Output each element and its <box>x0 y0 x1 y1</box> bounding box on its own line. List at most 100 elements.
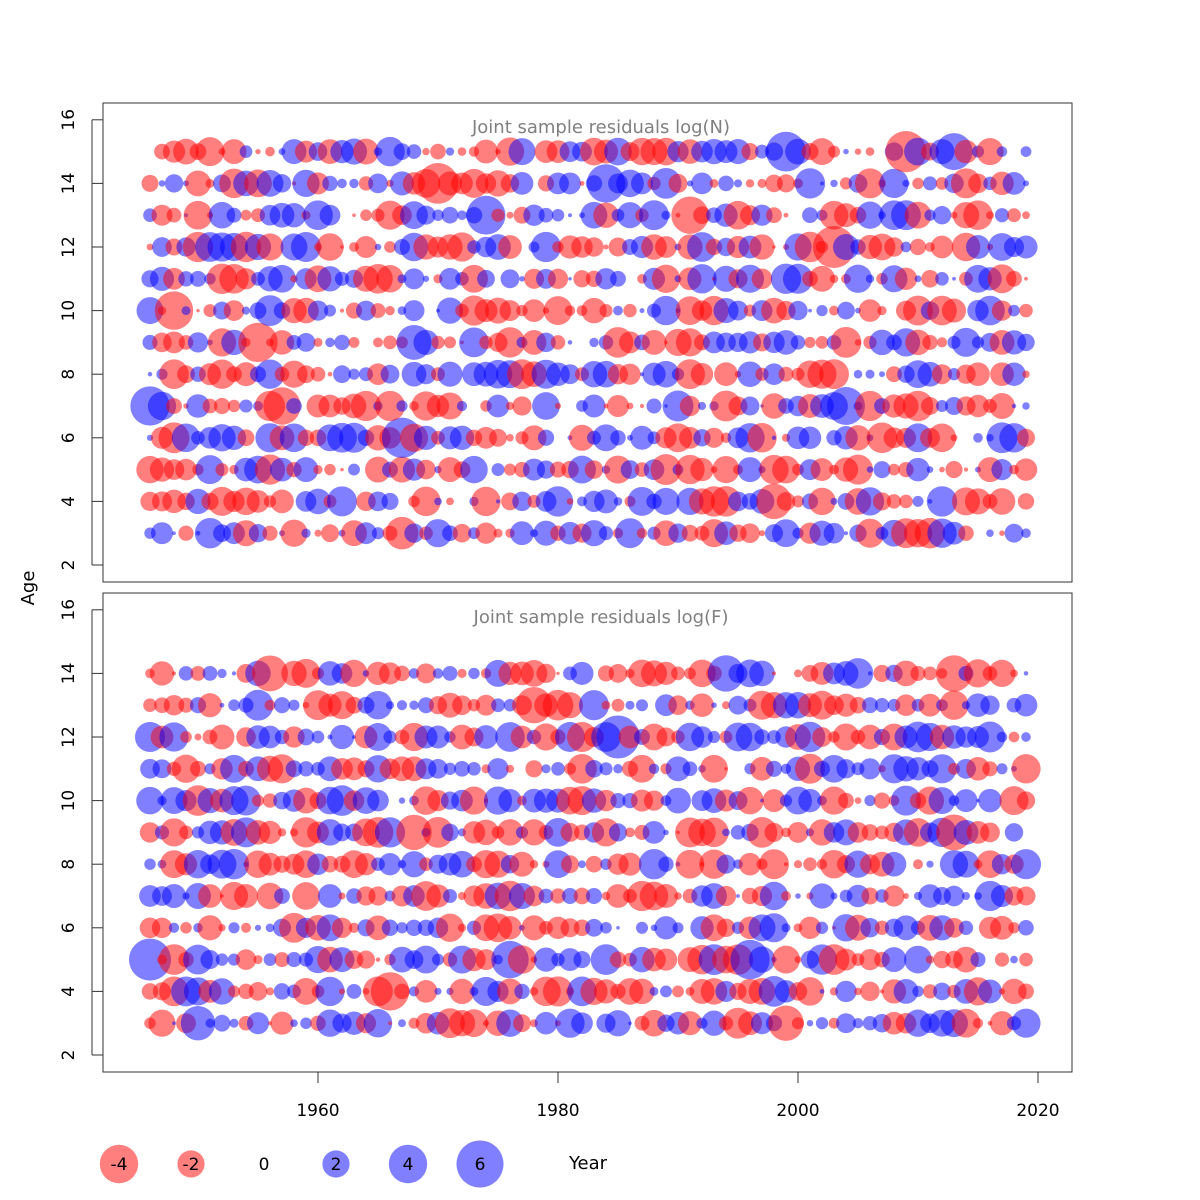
residual-bubble <box>218 848 250 880</box>
legend-bubble <box>177 1150 205 1178</box>
residual-bubble <box>1021 528 1031 539</box>
residual-bubble <box>730 825 746 840</box>
residual-bubble <box>893 660 919 687</box>
residual-bubble <box>877 306 887 316</box>
residual-bubble <box>466 195 506 235</box>
residual-bubble <box>281 203 307 228</box>
residual-bubble <box>935 272 949 286</box>
residual-bubble <box>922 984 938 999</box>
residual-bubble <box>750 1012 774 1035</box>
residual-bubble <box>356 950 376 969</box>
y-tick-label: 6 <box>59 432 79 443</box>
residual-bubble <box>755 144 769 159</box>
residual-bubble <box>434 497 442 506</box>
residual-bubble <box>618 852 642 876</box>
residual-bubble <box>529 859 539 869</box>
residual-bubble <box>374 243 382 251</box>
residual-bubble <box>980 822 1000 843</box>
residual-bubble <box>237 429 255 447</box>
residual-bubble <box>190 665 206 681</box>
residual-bubble <box>608 823 628 842</box>
residual-bubble <box>606 884 630 908</box>
residual-bubble <box>550 888 566 904</box>
residual-bubble <box>398 797 406 804</box>
residual-bubble <box>218 924 226 932</box>
residual-bubble <box>310 366 326 382</box>
residual-bubble <box>307 172 329 195</box>
residual-bubble <box>652 487 680 515</box>
residual-bubble <box>493 528 503 538</box>
residual-bubble <box>881 947 907 973</box>
residual-bubble <box>270 457 294 482</box>
residual-bubble <box>297 365 315 384</box>
residual-bubble <box>630 425 654 450</box>
residual-bubble <box>349 178 359 189</box>
residual-bubble <box>639 200 669 231</box>
residual-bubble <box>523 204 545 226</box>
residual-bubble <box>700 754 728 783</box>
residual-bubble <box>642 821 666 844</box>
residual-bubble <box>196 308 200 313</box>
residual-bubble <box>918 693 942 717</box>
residual-bubble <box>926 466 934 473</box>
residual-bubble <box>550 335 566 350</box>
residual-bubble <box>374 817 406 848</box>
residual-bubble <box>240 922 252 933</box>
residual-bubble <box>378 853 402 876</box>
residual-bubble <box>798 426 822 450</box>
residual-bubble <box>207 359 237 389</box>
residual-bubble <box>921 270 939 288</box>
residual-bubble <box>177 365 195 384</box>
residual-bubble <box>951 1008 981 1038</box>
residual-bubble <box>457 923 467 932</box>
residual-bubble <box>508 138 536 166</box>
residual-bubble <box>935 655 973 692</box>
residual-bubble <box>441 206 459 224</box>
residual-bubble <box>314 529 322 537</box>
residual-bubble <box>991 300 1013 321</box>
residual-bubble <box>374 390 406 422</box>
residual-bubble <box>795 977 825 1006</box>
residual-bubble <box>994 952 1010 967</box>
residual-bubble <box>795 893 801 899</box>
residual-bubble <box>209 724 235 750</box>
residual-bubble <box>262 525 278 541</box>
residual-bubble <box>589 337 599 348</box>
residual-bubble <box>652 360 680 388</box>
residual-bubble <box>794 168 826 199</box>
residual-bubble <box>635 921 649 934</box>
residual-bubble <box>772 519 800 548</box>
residual-bubble <box>613 497 623 506</box>
residual-bubble <box>457 147 467 156</box>
residual-bubble <box>467 762 481 776</box>
residual-bubble <box>513 1014 531 1033</box>
residual-bubble <box>324 463 336 476</box>
residual-bubble <box>585 855 603 873</box>
residual-bubble <box>693 206 711 224</box>
residual-bubble <box>672 922 684 934</box>
residual-bubble <box>430 143 446 160</box>
residual-bubble <box>253 955 263 965</box>
residual-bubble <box>263 387 301 425</box>
residual-bubble <box>773 330 799 355</box>
residual-bubble <box>346 983 362 999</box>
residual-bubble <box>610 270 626 287</box>
residual-bubble <box>847 822 869 843</box>
residual-bubble <box>837 301 855 320</box>
residual-bubble <box>649 986 659 996</box>
y-tick-label: 16 <box>59 109 79 131</box>
residual-bubble <box>950 434 958 442</box>
residual-bubble <box>327 486 357 517</box>
residual-bubble <box>353 138 379 165</box>
residual-bubble <box>536 332 556 353</box>
residual-bubble <box>171 671 177 676</box>
residual-bubble <box>1014 458 1038 481</box>
residual-bubble <box>231 671 237 676</box>
residual-bubble <box>858 299 882 322</box>
residual-bubble <box>432 668 444 679</box>
residual-bubble <box>348 463 360 476</box>
residual-bubble <box>146 243 154 251</box>
residual-bubble <box>771 435 777 440</box>
residual-bubble <box>173 138 199 165</box>
residual-bubble <box>865 369 875 379</box>
